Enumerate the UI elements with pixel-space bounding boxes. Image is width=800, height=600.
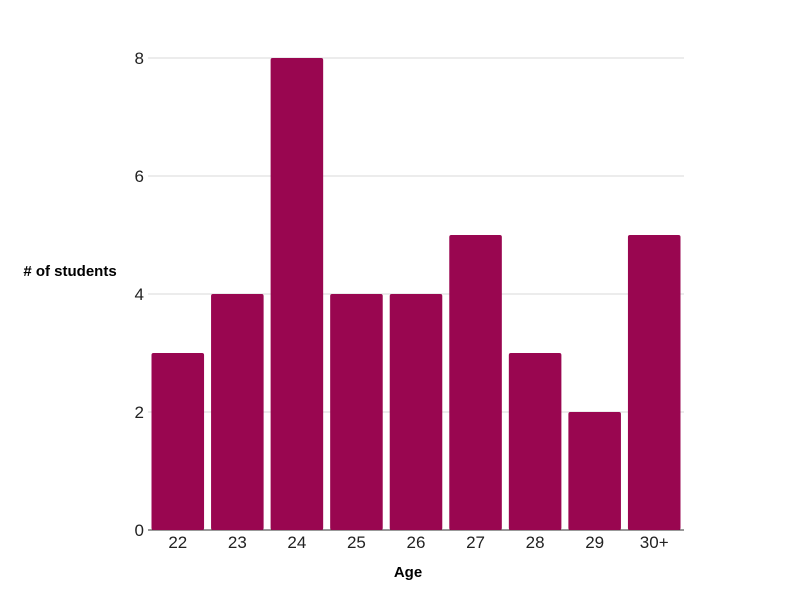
x-tick-label: 27 [466, 533, 485, 552]
x-axis-ticks: 22 23 24 25 26 27 28 29 30+ [168, 533, 668, 552]
x-axis-title: Age [394, 564, 422, 581]
bars [151, 58, 681, 530]
bar-24 [270, 58, 324, 530]
x-tick-label: 22 [168, 533, 187, 552]
y-tick-label: 8 [135, 49, 144, 68]
y-axis-title: # of students [23, 263, 116, 280]
x-tick-label: 26 [407, 533, 426, 552]
y-tick-label: 6 [135, 167, 144, 186]
y-axis-ticks: 0 2 4 6 8 [135, 49, 144, 540]
x-tick-label: 25 [347, 533, 366, 552]
x-tick-label: 30+ [640, 533, 669, 552]
bar-22 [151, 353, 205, 530]
bar-28 [508, 353, 562, 530]
bar-30+ [627, 235, 681, 530]
x-tick-label: 24 [287, 533, 306, 552]
bar-29 [568, 412, 621, 530]
x-tick-label: 23 [228, 533, 247, 552]
x-tick-label: 29 [585, 533, 604, 552]
bar-25 [330, 294, 383, 530]
y-tick-label: 2 [135, 403, 144, 422]
y-tick-label: 4 [135, 285, 144, 304]
x-tick-label: 28 [526, 533, 545, 552]
bar-27 [449, 235, 502, 530]
bar-23 [211, 294, 264, 530]
bar-26 [389, 294, 443, 530]
y-tick-label: 0 [135, 521, 144, 540]
